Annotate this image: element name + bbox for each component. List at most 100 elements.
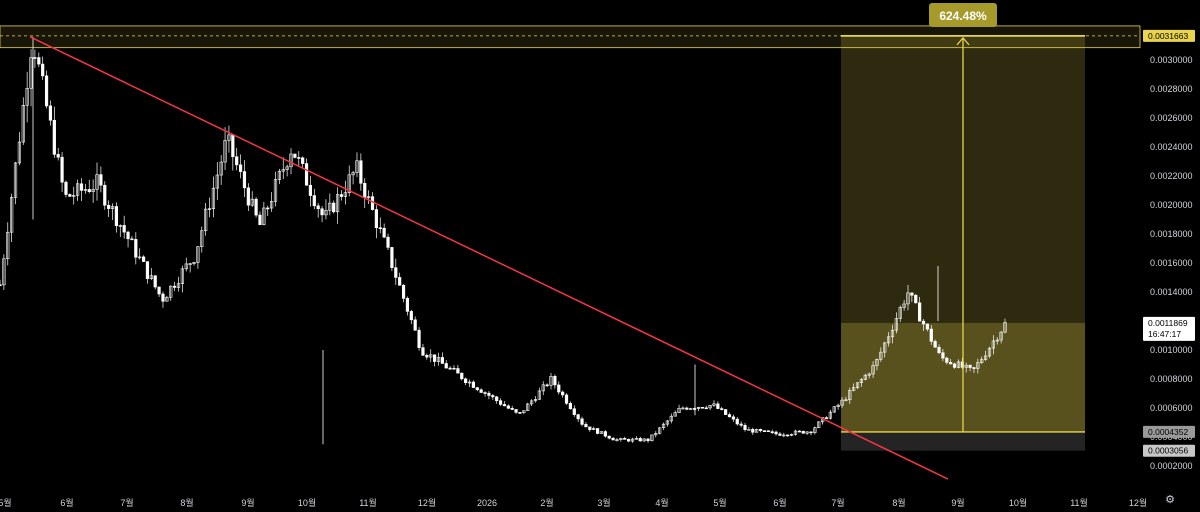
candle-body: [673, 412, 677, 417]
candle-body: [708, 405, 712, 409]
candle-body: [898, 307, 902, 319]
candle-body: [724, 409, 728, 415]
candle-body: [871, 365, 875, 375]
candle-body: [607, 435, 611, 439]
x-tick-label: 9월: [241, 497, 254, 508]
candle-body: [60, 156, 64, 183]
candle-body: [793, 430, 798, 435]
candle-body: [246, 187, 250, 206]
candle-body: [145, 261, 150, 279]
y-tick-label: 0.0008000: [1150, 374, 1193, 384]
candle-body: [506, 405, 510, 409]
stop-price-tag: 0.0003056: [1148, 446, 1188, 456]
candle-body: [118, 225, 122, 227]
candle-body: [304, 163, 309, 186]
candle-body: [126, 231, 130, 240]
candle-body: [743, 424, 747, 430]
candle-body: [6, 231, 10, 260]
candle-body: [293, 153, 297, 158]
candle-body: [572, 408, 576, 415]
candle-body: [766, 430, 770, 432]
candle-body: [727, 414, 732, 418]
candle-body: [114, 206, 119, 227]
x-tick-label: 6월: [60, 497, 73, 508]
candle-body: [599, 431, 604, 434]
candle-body: [347, 174, 351, 193]
candle-body: [801, 430, 805, 434]
candle-body: [902, 303, 906, 308]
candle-body: [976, 362, 980, 369]
candle-body: [968, 364, 972, 368]
candle-body: [250, 198, 254, 206]
y-axis: 0.00020000.00040000.00060000.00080000.00…: [1150, 55, 1193, 471]
candle-body: [541, 384, 545, 392]
candle-body: [421, 347, 425, 356]
candle-body: [262, 207, 266, 226]
candle-body: [134, 239, 138, 258]
y-tick-label: 0.0030000: [1150, 55, 1193, 65]
countdown-tag: 16:47:17: [1148, 329, 1181, 339]
candle-body: [382, 227, 386, 238]
candle-body: [64, 181, 68, 195]
candle-body: [824, 417, 829, 419]
candle-body: [669, 415, 673, 422]
y-tick-label: 0.0014000: [1150, 287, 1193, 297]
candle-body: [110, 206, 115, 209]
candle-body: [324, 209, 328, 216]
candle-body: [836, 404, 840, 407]
candle-body: [180, 268, 184, 284]
candle-body: [460, 372, 464, 380]
candles-layer: [0, 36, 1007, 445]
annotation-lines-layer: 624.48%: [29, 3, 997, 480]
candle-body: [855, 382, 860, 388]
candle-body: [355, 160, 359, 173]
candle-body: [886, 336, 891, 344]
downtrend-line: [29, 36, 949, 480]
candle-body: [83, 189, 87, 191]
candle-body: [196, 246, 200, 263]
candle-body: [813, 427, 817, 433]
candle-body: [41, 63, 45, 77]
candle-body: [370, 196, 375, 210]
candle-body: [611, 437, 615, 441]
gear-icon[interactable]: ⚙: [1165, 494, 1175, 506]
x-tick-label: 12월: [418, 497, 436, 508]
candle-body: [685, 407, 689, 410]
candle-body: [991, 340, 995, 349]
candle-body: [308, 184, 313, 196]
candle-body: [270, 201, 274, 209]
candle-body: [79, 183, 84, 191]
x-tick-label: 11월: [359, 497, 377, 508]
candle-body: [471, 381, 475, 388]
candle-body: [661, 423, 666, 429]
candle-body: [696, 406, 701, 409]
candle-body: [545, 384, 549, 387]
candle-body: [495, 396, 499, 401]
candle-body: [141, 256, 146, 262]
candle-body: [592, 428, 596, 430]
candle-body: [448, 367, 452, 370]
candle-body: [405, 298, 410, 312]
x-tick-label: 10월: [1009, 497, 1027, 508]
candle-body: [87, 189, 91, 193]
candle-body: [747, 429, 751, 431]
candle-body: [677, 407, 681, 413]
candle-body: [487, 392, 491, 396]
candle-body: [281, 169, 285, 172]
x-tick-label: 5월: [0, 497, 12, 508]
candle-body: [328, 202, 332, 211]
candle-body: [758, 429, 763, 431]
candle-body: [789, 434, 794, 436]
candle-body: [444, 363, 448, 369]
candle-body: [972, 367, 976, 369]
candle-body: [0, 284, 2, 287]
candle-body: [398, 277, 402, 286]
candle-body: [890, 329, 895, 338]
candle-body: [277, 170, 281, 180]
candle-body: [343, 192, 347, 197]
candle-body: [456, 368, 460, 374]
candle-body: [432, 354, 437, 362]
candle-body: [553, 376, 557, 386]
